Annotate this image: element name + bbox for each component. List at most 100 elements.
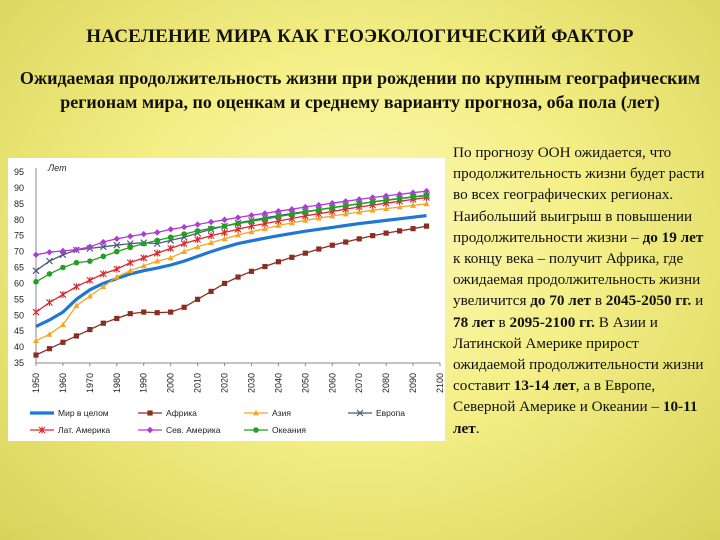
series-point [302,217,309,223]
paragraph-text-2: к концу века – получит Африка, где ожида… [453,250,701,310]
x-tick-label: 2030 [246,373,256,393]
series-point [396,195,403,202]
series-point [329,212,336,219]
series-point [87,326,93,333]
series-point [275,259,281,265]
series-point [383,205,390,212]
series-point [221,280,228,287]
series-point [127,267,134,274]
series-point [194,243,201,250]
series-point [208,225,214,232]
series-point [73,259,80,266]
series-point [396,191,403,198]
series-point [168,309,174,315]
series-point [343,239,349,245]
series-point [329,242,335,248]
series-point [262,263,268,270]
slide-title: НАСЕЛЕНИЕ МИРА КАК ГЕОЭКОЛОГИЧЕСКИЙ ФАКТ… [86,26,634,47]
series-point [289,211,295,218]
series-point [167,244,175,252]
paragraph-text-7: , а в Европе, Северной Америке и Океании… [453,377,663,416]
series-point [342,210,349,217]
series-point [181,304,187,310]
series-point [114,315,120,322]
legend-label: Океания [272,425,306,435]
series-point [262,216,268,222]
series-point [342,198,349,205]
series-point [397,228,403,234]
series-point [235,274,241,280]
paragraph-text-1: По прогнозу ООН ожидается, что продолжит… [453,144,705,246]
series-point [234,225,242,233]
series-point [33,279,39,285]
series-point [46,299,53,307]
series-point [140,240,147,247]
series-point [410,202,417,208]
series-point [127,233,134,240]
series-point [423,200,430,207]
series-point [167,226,174,233]
legend-swatch-marker [253,409,259,416]
series-point [369,199,376,205]
series-point [100,238,107,246]
series-point [59,291,67,299]
series-point [46,346,53,352]
series-point [396,203,403,210]
y-tick-label: 60 [14,278,24,288]
series-point [100,283,107,289]
paragraph-highlight-2: до 70 лет [530,292,592,310]
series-point [261,225,268,232]
series-point [248,218,255,225]
series-point [302,203,309,211]
series-point [46,249,53,256]
series-point [194,228,201,234]
series-point [369,207,376,213]
series-point [126,259,134,267]
series-point [59,247,67,255]
series-point [315,214,322,221]
series-point [221,228,228,236]
series-point [140,254,148,262]
series-point [289,254,295,260]
series-point [409,189,417,196]
series-point [33,337,39,344]
series-point [59,321,66,328]
series-point [180,240,188,248]
series-point [140,230,147,238]
series-point [356,236,362,242]
y-tick-label: 50 [14,310,24,320]
series-point [356,196,363,203]
series-point [181,231,187,237]
series-point [235,220,241,227]
series-line [35,196,427,313]
series-point [208,288,214,294]
series-point [410,226,416,232]
series-point [329,204,336,211]
series-point [60,264,66,271]
y-tick-label: 85 [14,199,24,209]
series-point [86,276,94,284]
series-point [207,218,215,226]
legend-swatch-marker [356,409,364,417]
series-point [370,233,376,239]
series-point [288,219,295,226]
legend-swatch-marker [147,410,153,416]
series-point [127,244,134,251]
series-point [100,320,106,326]
series-point [60,339,66,345]
paragraph-text-6: В Азии и Латинской Америке прирост ожида… [453,313,704,395]
x-tick-label: 2020 [220,373,230,393]
series-point [141,309,147,315]
series-line [35,214,427,328]
series-point [342,202,349,209]
y-tick-label: 70 [14,247,24,257]
series-point [113,235,120,243]
y-tick-label: 80 [14,215,24,225]
series-point [221,235,228,242]
series-point [316,207,322,213]
forecast-paragraph: По прогнозу ООН ожидается, что продолжит… [453,142,711,439]
chart-subtitle: Ожидаемая продолжительность жизни при ро… [19,68,701,112]
series-point [275,222,282,228]
paragraph-highlight-1: до 19 лет [642,228,704,246]
x-tick-label: 2070 [354,373,364,393]
